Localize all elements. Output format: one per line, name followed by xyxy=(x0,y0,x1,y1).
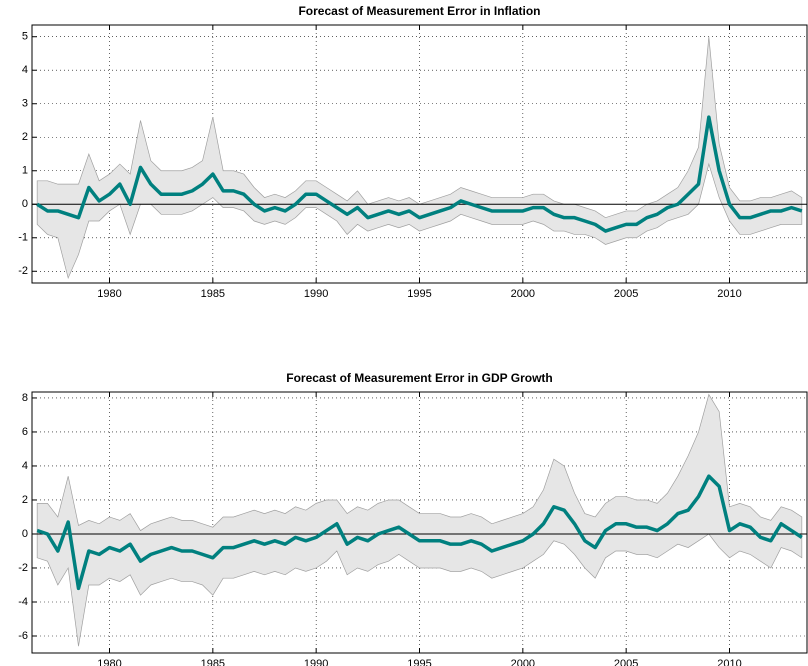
y-tick-label: -6 xyxy=(18,630,28,642)
y-tick-label: -4 xyxy=(18,596,28,608)
y-tick-label: 1 xyxy=(22,165,28,177)
x-tick-label: 1990 xyxy=(304,658,328,666)
chart-title: Forecast of Measurement Error in Inflati… xyxy=(298,4,540,18)
y-tick-label: -2 xyxy=(18,562,28,574)
y-tick-label: 2 xyxy=(22,131,28,143)
y-tick-label: 0 xyxy=(22,528,28,540)
x-tick-label: 2005 xyxy=(614,288,638,300)
x-tick-label: 2000 xyxy=(511,658,535,666)
y-tick-label: 2 xyxy=(22,494,28,506)
y-tick-label: 4 xyxy=(22,64,28,76)
x-tick-label: 1985 xyxy=(201,658,225,666)
x-tick-label: 2010 xyxy=(717,288,741,300)
x-tick-label: 1980 xyxy=(97,658,121,666)
series-line xyxy=(36,474,803,591)
y-tick-label: 3 xyxy=(22,98,28,110)
y-tick-label: 8 xyxy=(22,392,28,404)
series-line xyxy=(36,115,803,233)
x-tick-label: 1980 xyxy=(97,288,121,300)
x-tick-label: 2005 xyxy=(614,658,638,666)
x-tick-label: 1995 xyxy=(407,288,431,300)
x-tick-label: 1990 xyxy=(304,288,328,300)
x-tick-label: 1995 xyxy=(407,658,431,666)
confidence-band xyxy=(36,36,803,280)
y-tick-label: 4 xyxy=(22,460,28,472)
chart-title: Forecast of Measurement Error in GDP Gro… xyxy=(286,371,553,385)
x-tick-label: 2010 xyxy=(717,658,741,666)
y-tick-label: -2 xyxy=(18,265,28,277)
confidence-band xyxy=(36,393,803,647)
y-tick-label: -1 xyxy=(18,232,28,244)
x-tick-label: 1985 xyxy=(201,288,225,300)
y-tick-label: 5 xyxy=(22,31,28,43)
x-tick-label: 2000 xyxy=(511,288,535,300)
y-tick-label: 6 xyxy=(22,426,28,438)
y-tick-label: 0 xyxy=(22,198,28,210)
